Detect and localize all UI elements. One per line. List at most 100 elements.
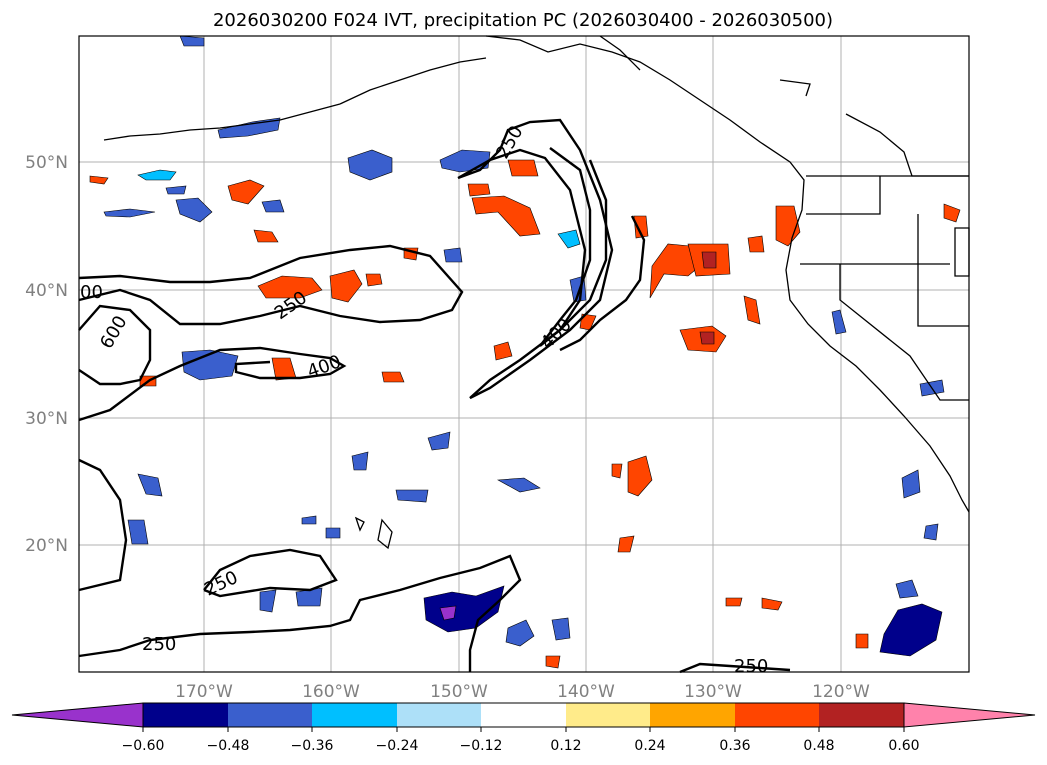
ivt-contour-400-main	[539, 147, 608, 347]
neg-blob	[923, 523, 939, 541]
neg-blob	[179, 35, 205, 47]
neg-blob	[901, 469, 921, 499]
pos-blob-strong	[701, 251, 717, 269]
pos-blob	[633, 215, 649, 239]
neg-blob	[443, 247, 463, 263]
ivt-contour-400-west	[78, 346, 347, 422]
colorbar-tick-label: −0.48	[207, 738, 250, 754]
neg-blob	[175, 197, 213, 223]
pos-blob	[257, 275, 323, 299]
precip-negative	[103, 35, 945, 657]
pos-blob	[627, 455, 653, 497]
colorbar-segment	[566, 703, 650, 727]
aleutian-islands	[103, 103, 341, 141]
pos-blob	[381, 371, 405, 383]
colorbar-segment	[143, 703, 228, 727]
colorbar-segment	[312, 703, 397, 727]
pos-blob	[761, 597, 783, 611]
state-border-id-nv	[917, 214, 969, 327]
colorbar-tick-label: −0.24	[376, 738, 419, 754]
north-america-coast	[485, 35, 970, 513]
colorbar-tick-label: 0.12	[550, 738, 581, 754]
neg-blob-max	[439, 605, 457, 621]
lon-tick-label: 170°W	[175, 682, 233, 702]
pos-blob	[545, 655, 561, 669]
neg-blob	[496, 477, 541, 493]
hawaii-maui	[354, 516, 365, 532]
ivt-contour-250-east	[559, 215, 646, 352]
colorbar-tick-label: 0.48	[803, 738, 834, 754]
ivt-contour-250-south	[78, 554, 522, 672]
pos-blob	[855, 633, 869, 649]
colorbar-segment	[228, 703, 312, 727]
pos-blob	[253, 229, 279, 243]
colorbar-tick-label: 0.36	[719, 738, 750, 754]
lon-tick-label: 160°W	[302, 682, 360, 702]
colorbar-tick-label: −0.60	[122, 738, 165, 754]
neg-blob	[301, 515, 317, 525]
contour-label: 250	[142, 634, 176, 655]
colorbar-tick-label: 0.60	[888, 738, 919, 754]
colorbar: −0.60 −0.48 −0.36 −0.24 −0.12 0.12 0.24 …	[11, 702, 1036, 754]
neg-blob	[427, 431, 451, 451]
alaska-coast	[599, 35, 641, 71]
neg-blob-strong	[879, 603, 943, 657]
ivt-contour-600	[78, 304, 152, 386]
neg-blob	[505, 619, 535, 647]
pos-blob-strong	[699, 331, 715, 345]
neg-blob-strong	[423, 585, 505, 633]
neg-blob	[137, 169, 177, 181]
hawaii-island	[377, 518, 393, 550]
ivt-contours	[78, 118, 791, 674]
coastlines	[103, 35, 970, 550]
neg-blob	[347, 149, 393, 181]
contour-label: 00	[80, 282, 103, 303]
colorbar-segment	[481, 703, 566, 727]
colorbar-tick-label: −0.12	[460, 738, 503, 754]
coast-detail	[779, 79, 811, 97]
neg-blob	[895, 579, 919, 599]
ivt-contour-250-hawaii	[203, 548, 338, 598]
neg-blob	[217, 117, 281, 139]
map-panel: 250 250 400 600 250 400 250 250 00	[78, 35, 970, 677]
pos-blob	[507, 159, 539, 177]
lat-axis: 50°N 40°N 30°N 20°N	[25, 153, 68, 556]
neg-blob	[551, 617, 571, 641]
pos-blob	[747, 235, 765, 253]
state-border-wa-or	[806, 176, 881, 215]
alaska-peninsula	[339, 57, 487, 105]
colorbar-segment	[397, 703, 481, 727]
lat-tick-label: 20°N	[25, 536, 68, 556]
neg-blob	[137, 473, 163, 497]
pos-blob	[649, 243, 701, 299]
ivt-contour-250-southwest	[78, 458, 128, 592]
neg-blob	[259, 589, 277, 613]
ivt-contour-250-bottom	[679, 662, 791, 674]
state-border-ca-nv	[839, 264, 969, 401]
pos-blob	[227, 179, 265, 205]
neg-blob	[261, 199, 285, 213]
colorbar-tick-label: −0.36	[291, 738, 334, 754]
neg-blob	[325, 527, 341, 539]
pos-blob	[493, 341, 513, 361]
neg-blob	[181, 349, 239, 381]
colorbar-frame	[142, 702, 905, 728]
pos-blob	[365, 273, 383, 287]
neg-blob	[103, 208, 156, 218]
lat-tick-label: 30°N	[25, 409, 68, 429]
figure-title: 2026030200 F024 IVT, precipitation PC (2…	[213, 10, 833, 31]
neg-blob	[395, 489, 429, 503]
colorbar-ticks	[142, 727, 905, 732]
colorbar-segment	[819, 703, 904, 727]
neg-blob	[557, 229, 581, 249]
lon-tick-label: 120°W	[812, 682, 870, 702]
lon-tick-label: 150°W	[430, 682, 488, 702]
contour-label: 250	[734, 656, 768, 677]
colorbar-tick-label: 0.24	[634, 738, 665, 754]
pos-blob	[743, 295, 761, 325]
neg-blob	[831, 309, 847, 335]
pos-blob	[471, 195, 541, 237]
pos-blob	[329, 269, 363, 303]
neg-blob	[127, 519, 149, 545]
